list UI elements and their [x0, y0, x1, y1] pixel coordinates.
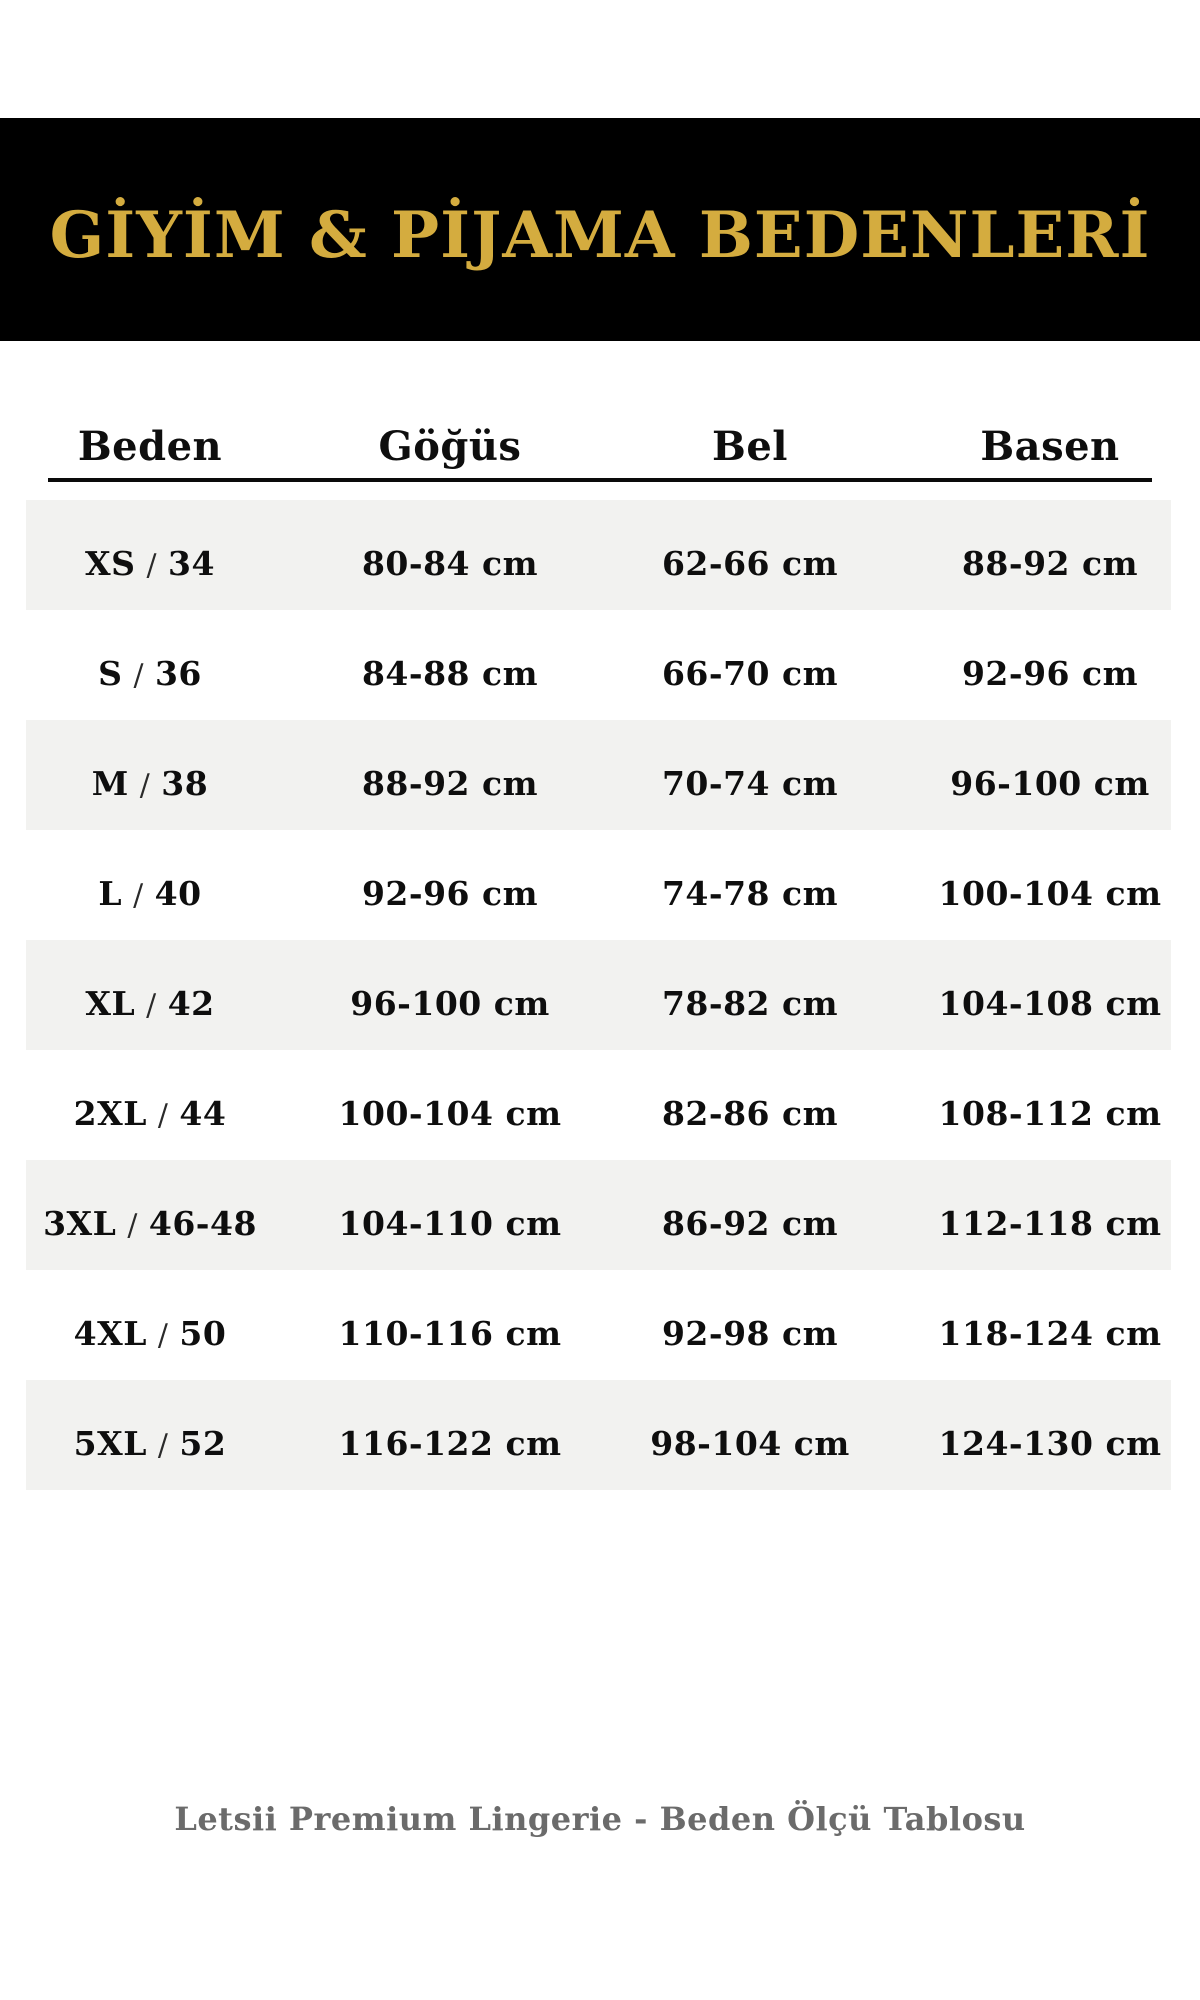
- size-value: 34: [168, 543, 215, 583]
- footer-caption: Letsii Premium Lingerie - Beden Ölçü Tab…: [174, 1800, 1026, 1838]
- page-title: GİYİM & PİJAMA BEDENLERİ: [49, 198, 1151, 273]
- size-value: 52: [179, 1423, 227, 1463]
- hip-cell: 118-124 cm: [938, 1313, 1162, 1353]
- hip-cell: 88-92 cm: [961, 543, 1139, 583]
- size-label: 2XL: [73, 1093, 147, 1133]
- size-value: 36: [154, 653, 202, 693]
- size-separator: /: [157, 1317, 169, 1353]
- row-stripe: [26, 720, 1171, 830]
- size-label: M: [91, 763, 129, 803]
- table-row: S / 36 84-88 cm 66-70 cm 92-96 cm: [0, 610, 1200, 720]
- chest-cell: 110-116 cm: [338, 1313, 562, 1353]
- table-row: XL / 42 96-100 cm 78-82 cm 104-108 cm: [0, 940, 1200, 1050]
- size-label: S: [98, 653, 123, 693]
- size-label: 4XL: [73, 1313, 147, 1353]
- table-row: 4XL / 50 110-116 cm 92-98 cm 118-124 cm: [0, 1270, 1200, 1380]
- table-row: 5XL / 52 116-122 cm 98-104 cm 124-130 cm: [0, 1380, 1200, 1490]
- waist-cell: 78-82 cm: [661, 983, 839, 1023]
- header-cell-basen: Basen: [980, 423, 1120, 470]
- header-underline: [48, 478, 1152, 482]
- chest-cell: 100-104 cm: [338, 1093, 562, 1133]
- table-row: M / 38 88-92 cm 70-74 cm 96-100 cm: [0, 720, 1200, 830]
- table-row: 2XL / 44 100-104 cm 82-86 cm 108-112 cm: [0, 1050, 1200, 1160]
- title-banner: GİYİM & PİJAMA BEDENLERİ: [0, 118, 1200, 341]
- waist-cell: 92-98 cm: [661, 1313, 839, 1353]
- chest-cell: 96-100 cm: [350, 983, 550, 1023]
- size-cell: M / 38: [0, 764, 300, 803]
- size-cell: 3XL / 46-48: [0, 1204, 300, 1243]
- size-separator: /: [146, 987, 157, 1023]
- header-cell-beden: Beden: [77, 423, 223, 470]
- chest-cell: 80-84 cm: [361, 543, 539, 583]
- waist-cell: 82-86 cm: [661, 1093, 839, 1133]
- table-row: XS / 34 80-84 cm 62-66 cm 88-92 cm: [0, 500, 1200, 610]
- size-cell: XS / 34: [0, 544, 300, 583]
- size-cell: XL / 42: [0, 984, 300, 1023]
- size-value: 42: [167, 983, 215, 1023]
- chest-cell: 104-110 cm: [338, 1203, 562, 1243]
- size-separator: /: [127, 1207, 138, 1243]
- size-cell: S / 36: [0, 654, 300, 693]
- size-value: 50: [179, 1313, 227, 1353]
- size-label: XL: [85, 983, 136, 1023]
- hip-cell: 96-100 cm: [950, 763, 1150, 803]
- size-cell: 4XL / 50: [0, 1314, 300, 1353]
- header-cell-bel: Bel: [712, 423, 788, 470]
- header-cell-gogus: Göğüs: [378, 423, 522, 470]
- size-cell: 2XL / 44: [0, 1094, 300, 1133]
- chest-cell: 92-96 cm: [361, 873, 539, 913]
- hip-cell: 112-118 cm: [938, 1203, 1162, 1243]
- size-cell: 5XL / 52: [0, 1424, 300, 1463]
- row-stripe: [26, 1380, 1171, 1490]
- chest-cell: 84-88 cm: [361, 653, 539, 693]
- waist-cell: 62-66 cm: [661, 543, 839, 583]
- size-separator: /: [157, 1097, 169, 1133]
- row-stripe: [26, 500, 1171, 610]
- hip-cell: 100-104 cm: [938, 873, 1162, 913]
- table-row: L / 40 92-96 cm 74-78 cm 100-104 cm: [0, 830, 1200, 940]
- hip-cell: 104-108 cm: [938, 983, 1162, 1023]
- row-stripe: [26, 1160, 1171, 1270]
- size-separator: /: [157, 1427, 169, 1463]
- size-value: 40: [154, 873, 202, 913]
- hip-cell: 108-112 cm: [938, 1093, 1162, 1133]
- waist-cell: 74-78 cm: [661, 873, 839, 913]
- size-value: 38: [161, 763, 209, 803]
- size-label: L: [98, 873, 123, 913]
- waist-cell: 86-92 cm: [661, 1203, 839, 1243]
- row-stripe: [26, 940, 1171, 1050]
- size-label: 3XL: [43, 1203, 117, 1243]
- size-separator: /: [139, 767, 151, 803]
- hip-cell: 124-130 cm: [938, 1423, 1162, 1463]
- size-cell: L / 40: [0, 874, 300, 913]
- chest-cell: 116-122 cm: [338, 1423, 562, 1463]
- size-separator: /: [133, 657, 144, 693]
- size-separator: /: [146, 547, 157, 583]
- size-separator: /: [133, 877, 144, 913]
- size-label: 5XL: [73, 1423, 147, 1463]
- size-value: 44: [179, 1093, 227, 1133]
- chest-cell: 88-92 cm: [361, 763, 539, 803]
- hip-cell: 92-96 cm: [961, 653, 1139, 693]
- size-value: 46-48: [148, 1203, 257, 1243]
- waist-cell: 66-70 cm: [661, 653, 839, 693]
- size-label: XS: [85, 543, 136, 583]
- waist-cell: 70-74 cm: [661, 763, 839, 803]
- table-header: Beden Göğüs Bel Basen: [0, 341, 1200, 478]
- table-body: XS / 34 80-84 cm 62-66 cm 88-92 cm S / 36 84…: [0, 500, 1200, 1490]
- table-row: 3XL / 46-48 104-110 cm 86-92 cm 112-118 cm: [0, 1160, 1200, 1270]
- waist-cell: 98-104 cm: [650, 1423, 850, 1463]
